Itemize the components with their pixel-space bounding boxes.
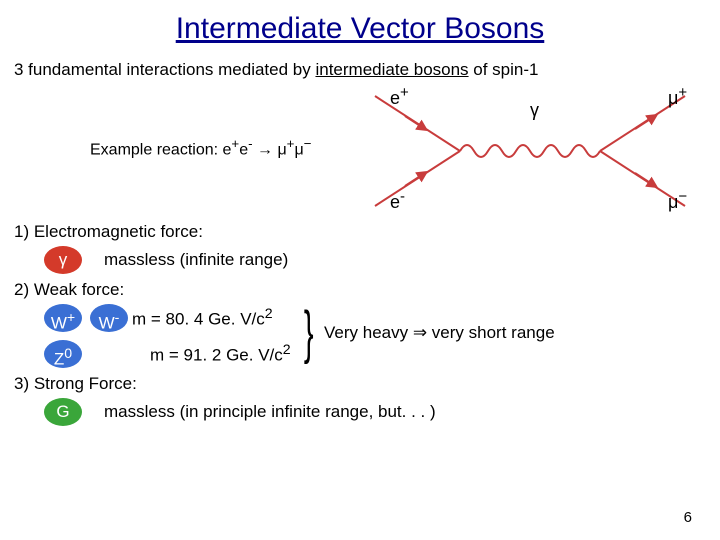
section-weak: 2) Weak force: bbox=[14, 280, 706, 300]
weak-row: W+ W- m = 80. 4 Ge. V/c2 Z0 m = 91. 2 Ge… bbox=[40, 304, 720, 368]
ex-d: μ bbox=[294, 141, 303, 158]
z-line: Z0 m = 91. 2 Ge. V/c2 bbox=[40, 340, 291, 368]
em-row: γ massless (infinite range) bbox=[40, 246, 720, 274]
page-number: 6 bbox=[684, 509, 692, 526]
strong-row: G massless (in principle infinite range,… bbox=[40, 398, 720, 426]
intro-b: intermediate bosons bbox=[315, 60, 468, 79]
ex-c: → μ bbox=[253, 141, 287, 158]
brace-icon: } bbox=[303, 304, 313, 362]
w-mass-a: m = 80. 4 Ge. V/c bbox=[132, 310, 265, 329]
w-mass: m = 80. 4 Ge. V/c2 bbox=[132, 306, 273, 330]
label-gamma: γ bbox=[530, 100, 539, 121]
gluon-particle: G bbox=[44, 398, 82, 426]
muminus-txt: μ bbox=[668, 192, 678, 212]
label-mu-minus: μ− bbox=[668, 188, 687, 213]
label-mu-plus: μ+ bbox=[668, 84, 687, 109]
intro-c: of spin-1 bbox=[469, 60, 539, 79]
heavy-note: Very heavy ⇒ very short range bbox=[324, 323, 555, 343]
z-mass-a: m = 91. 2 Ge. V/c bbox=[150, 346, 283, 365]
ex-a: Example reaction: e bbox=[90, 141, 231, 158]
z-mass: m = 91. 2 Ge. V/c2 bbox=[150, 342, 291, 366]
gamma-desc: massless (infinite range) bbox=[104, 250, 288, 270]
weak-left: W+ W- m = 80. 4 Ge. V/c2 Z0 m = 91. 2 Ge… bbox=[40, 304, 291, 368]
section-strong: 3) Strong Force: bbox=[14, 374, 706, 394]
w-minus-particle: W- bbox=[90, 304, 128, 332]
eplus-txt: e bbox=[390, 88, 400, 108]
label-e-minus: e- bbox=[390, 188, 405, 213]
example-box: Example reaction: e+e- → μ+μ− e+ e- γ μ+… bbox=[90, 86, 706, 216]
z0-txt: Z bbox=[54, 350, 64, 369]
example-reaction-label: Example reaction: e+e- → μ+μ− bbox=[90, 136, 311, 159]
gamma-particle: γ bbox=[44, 246, 82, 274]
page-title: Intermediate Vector Bosons bbox=[0, 0, 720, 46]
ex-b: e bbox=[239, 141, 248, 158]
brace-wrap: } Very heavy ⇒ very short range bbox=[297, 304, 555, 362]
gluon-desc: massless (in principle infinite range, b… bbox=[104, 402, 436, 422]
w-plus-particle: W+ bbox=[44, 304, 82, 332]
muplus-txt: μ bbox=[668, 88, 678, 108]
intro-line: 3 fundamental interactions mediated by i… bbox=[14, 60, 708, 80]
label-e-plus: e+ bbox=[390, 84, 409, 109]
z0-particle: Z0 bbox=[44, 340, 82, 368]
wplus-txt: W bbox=[51, 314, 67, 333]
intro-a: 3 fundamental interactions mediated by bbox=[14, 60, 315, 79]
wminus-txt: W bbox=[99, 314, 115, 333]
w-line: W+ W- m = 80. 4 Ge. V/c2 bbox=[40, 304, 291, 332]
section-em: 1) Electromagnetic force: bbox=[14, 222, 706, 242]
eminus-txt: e bbox=[390, 192, 400, 212]
